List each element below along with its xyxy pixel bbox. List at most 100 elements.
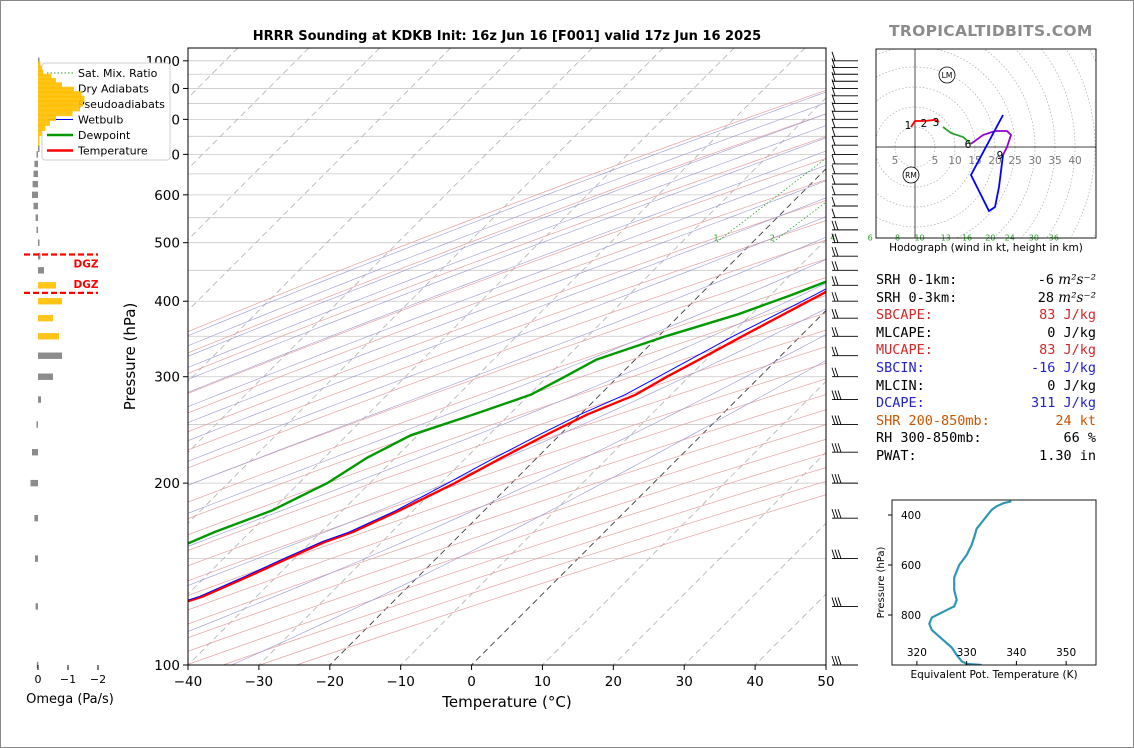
omega-bar [38, 239, 40, 246]
wind-barb-flag [831, 72, 836, 82]
omega-bar [38, 145, 40, 153]
isotherm-line [188, 48, 522, 383]
hodograph-ring-label: 10 [948, 155, 961, 167]
omega-bar [38, 124, 46, 131]
mixing-ratio-line [870, 48, 1134, 243]
param-value: 28 m²s⁻² [1038, 290, 1096, 308]
mixing-ratio-line [715, 157, 826, 244]
param-row: SBCAPE: 83 J/kg [876, 307, 1096, 325]
skewt-plot-area [188, 48, 1134, 665]
hodograph-caption: Hodograph (wind in kt, height in km) [889, 242, 1083, 254]
param-value: 0 J/kg [1047, 325, 1096, 343]
skewt-frame [187, 47, 827, 666]
isotherm-line [188, 48, 451, 312]
wind-barb-flag [831, 145, 836, 155]
wind-barb-flag [831, 443, 836, 453]
wind-barb-flag [837, 390, 842, 400]
dry-adiabat [188, 378, 826, 596]
hodograph-ring-label: 25 [1008, 155, 1021, 167]
param-row: SRH 0-1km: -6 m²s⁻² [876, 272, 1096, 290]
wind-barb-flag [834, 309, 839, 319]
omega-bar [35, 555, 38, 562]
wind-barb-flag [831, 110, 836, 120]
wind-barb-flag [831, 327, 836, 337]
pseudoadiabat [188, 137, 826, 380]
param-row: SBCIN: -16 J/kg [876, 360, 1096, 378]
storm-motion-label: LM [942, 71, 953, 80]
wind-barb-flag [834, 473, 839, 484]
omega-bar [36, 421, 38, 428]
omega-bar [33, 202, 38, 210]
theta-e-chart: 320 330 340 350 400 600 800 Equivalent Pot. Tem… [876, 499, 1097, 681]
wind-barb-flag [831, 136, 836, 146]
dry-adiabat [188, 113, 826, 354]
dry-adiabat [188, 409, 826, 625]
mixing-ratio-label: 2 [770, 234, 775, 243]
param-label: DCAPE: [876, 395, 925, 412]
wind-barb-flag [834, 415, 839, 425]
wind-barb-flag [834, 367, 839, 377]
mixing-ratio-line [772, 201, 826, 244]
omega-bar [38, 252, 41, 260]
wind-barb-flag [831, 118, 836, 128]
omega-bar [32, 191, 38, 199]
param-label: SBCAPE: [876, 307, 933, 324]
wind-barb-flag [831, 208, 836, 218]
param-label: SRH 0-3km: [876, 289, 958, 306]
param-unit: m²s⁻² [1054, 272, 1096, 288]
wind-barb-flag [831, 58, 836, 68]
hodograph-segment [910, 118, 940, 128]
skewt-ylabel: Pressure (hPa) [121, 303, 139, 411]
legend-label: Sat. Mix. Ratio [78, 67, 158, 80]
theta-x-tick-label: 350 [1056, 647, 1076, 659]
y-tick-label: 100 [154, 658, 180, 674]
legend-label: Temperature [77, 145, 148, 158]
wind-barb-flag [831, 655, 836, 666]
omega-bar [32, 449, 38, 456]
theta-xlabel: Equivalent Pot. Temperature (K) [910, 669, 1077, 681]
dry-adiabat [188, 394, 826, 611]
param-label: RH 300-850mb: [876, 430, 982, 447]
param-label: MLCIN: [876, 377, 925, 394]
omega-bar [38, 61, 41, 68]
y-tick-label: 400 [154, 294, 180, 310]
x-tick-label: 20 [605, 674, 622, 690]
theta-plot-area [928, 500, 1012, 665]
dry-adiabat [188, 89, 826, 332]
hodograph-segment [969, 114, 1004, 213]
param-value: 66 % [1063, 430, 1096, 448]
param-number: 83 J/kg [1039, 307, 1096, 324]
wind-barb-flag [837, 473, 842, 484]
theta-frame [891, 499, 1097, 666]
storm-motion-marker [902, 166, 920, 184]
param-row: MLCAPE: 0 J/kg [876, 325, 1096, 343]
dry-adiabat [188, 277, 826, 503]
x-tick-label: 10 [534, 674, 551, 690]
dry-adiabat [188, 312, 826, 536]
wind-barb-flag [831, 509, 836, 519]
isotherm-line [188, 48, 380, 241]
theta-x-tick-label: 330 [957, 647, 977, 659]
x-tick-label: 30 [676, 674, 693, 690]
wind-barb-flag [831, 309, 836, 319]
omega-bar [35, 214, 38, 221]
omega-bar [38, 333, 59, 340]
x-tick-label: 40 [747, 674, 764, 690]
param-value: 83 J/kg [1039, 342, 1096, 360]
wind-barb-flag [831, 51, 836, 61]
hodograph-height-label: 3 [933, 117, 940, 129]
pseudoadiabat [188, 283, 826, 547]
storm-motion-marker [938, 66, 956, 84]
param-label: MLCAPE: [876, 324, 933, 341]
param-label: SBCIN: [876, 359, 925, 376]
param-value: -16 J/kg [1031, 360, 1096, 378]
param-label: SRH 0-1km: [876, 272, 958, 288]
dry-adiabat [188, 220, 826, 451]
omega-bar [38, 119, 50, 126]
hodograph-height-label: 9 [997, 150, 1004, 162]
pseudoadiabat [188, 91, 826, 336]
legend-label: Pseudoadiabats [78, 98, 165, 111]
theta-x-tick-label: 340 [1006, 647, 1026, 659]
x-tick-label: −30 [245, 674, 274, 690]
omega-bar [36, 151, 38, 158]
